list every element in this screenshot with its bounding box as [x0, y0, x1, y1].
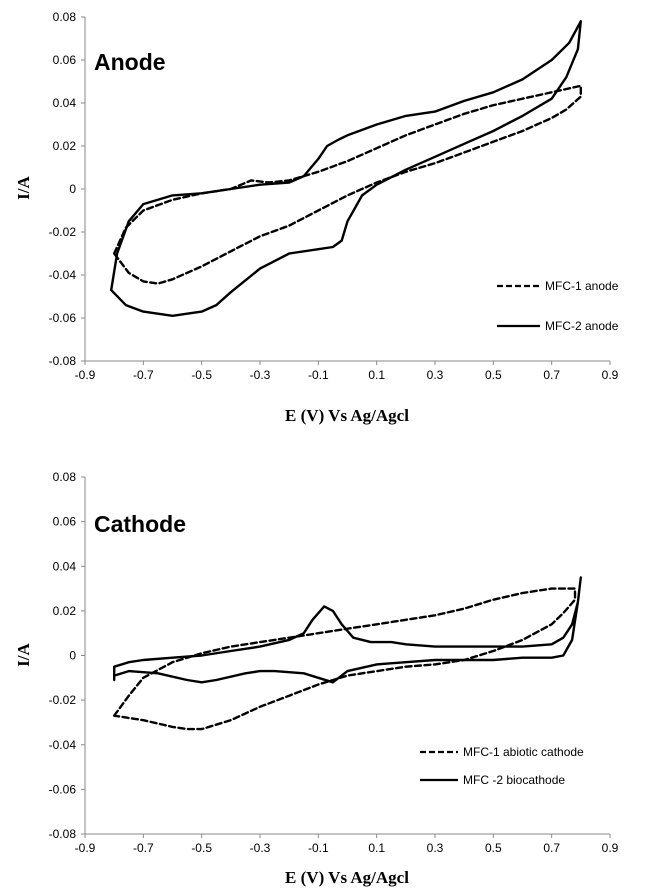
legend-label-mfc2-biocathode: MFC -2 biocathode — [463, 773, 565, 787]
anode-tick-labels: -0.08 -0.06 -0.04 -0.02 0 0.02 0.04 0.06 0.08 -0.… — [49, 10, 619, 382]
anode-series-mfc1-curve — [113, 84, 582, 285]
cathode-y-axis-title: I/A — [14, 642, 33, 666]
cathode-curves — [113, 576, 582, 731]
anode-x-tick-label: -0.3 — [250, 368, 271, 382]
anode-x-axis-title: E (V) Vs Ag/Agcl — [285, 406, 409, 425]
cathode-y-tick-label: -0.06 — [49, 782, 77, 796]
anode-legend: MFC-1 anode MFC-2 anode — [497, 279, 619, 333]
anode-x-tick-label: 0.1 — [368, 368, 385, 382]
cathode-axes — [81, 476, 611, 838]
anode-x-tick-label: -0.1 — [308, 368, 329, 382]
legend-label-mfc2-anode: MFC-2 anode — [545, 319, 619, 333]
anode-y-tick-label: -0.06 — [49, 311, 77, 325]
cathode-x-axis-title: E (V) Vs Ag/Agcl — [285, 868, 409, 887]
cathode-panel-title: Cathode — [94, 511, 186, 537]
cathode-y-tick-label: -0.02 — [49, 693, 77, 707]
cathode-legend: MFC-1 abiotic cathode MFC -2 biocathode — [420, 745, 584, 787]
anode-x-tick-label: 0.7 — [543, 368, 560, 382]
cathode-y-tick-label: -0.04 — [49, 738, 77, 752]
cathode-y-tick-label: 0.08 — [53, 470, 77, 484]
cathode-series-mfc2-curve — [113, 576, 582, 684]
cathode-x-tick-label: 0.7 — [543, 841, 560, 855]
anode-chart: -0.08 -0.06 -0.04 -0.02 0 0.02 0.04 0.06 0.08 -0.… — [14, 10, 619, 425]
anode-axes — [81, 16, 611, 365]
cathode-y-tick-label: 0.06 — [53, 515, 77, 529]
cathode-y-tick-label: 0.04 — [53, 559, 77, 573]
anode-panel-title: Anode — [94, 49, 166, 75]
legend-label-mfc1-anode: MFC-1 anode — [545, 279, 619, 293]
anode-x-tick-label: -0.7 — [133, 368, 154, 382]
cathode-x-tick-label: -0.5 — [191, 841, 212, 855]
cathode-x-tick-label: 0.9 — [602, 841, 619, 855]
anode-y-tick-label: 0 — [69, 182, 76, 196]
cathode-tick-labels: -0.08 -0.06 -0.04 -0.02 0 0.02 0.04 0.06 0.08 -0.… — [49, 470, 619, 855]
cathode-x-tick-label: -0.9 — [75, 841, 96, 855]
anode-y-tick-label: 0.06 — [53, 53, 77, 67]
cathode-y-tick-label: 0.02 — [53, 604, 77, 618]
cathode-x-tick-label: -0.7 — [133, 841, 154, 855]
anode-x-tick-label: 0.3 — [427, 368, 444, 382]
cathode-x-tick-label: 0.5 — [485, 841, 502, 855]
cathode-x-tick-label: -0.1 — [308, 841, 329, 855]
anode-series-mfc2-curve — [110, 20, 582, 317]
anode-y-tick-label: -0.04 — [49, 268, 77, 282]
cathode-chart: -0.08 -0.06 -0.04 -0.02 0 0.02 0.04 0.06 0.08 -0.… — [14, 470, 619, 887]
anode-x-tick-label: -0.9 — [75, 368, 96, 382]
cathode-x-tick-label: -0.3 — [250, 841, 271, 855]
cathode-y-tick-label: 0 — [69, 649, 76, 663]
anode-y-tick-label: 0.04 — [53, 96, 77, 110]
cathode-x-tick-label: 0.3 — [427, 841, 444, 855]
anode-x-tick-label: 0.9 — [602, 368, 619, 382]
anode-y-tick-label: 0.02 — [53, 139, 77, 153]
cathode-series-mfc1-curve — [113, 587, 577, 731]
anode-y-tick-label: -0.08 — [49, 354, 77, 368]
anode-curves — [110, 20, 582, 317]
anode-y-axis-title: I/A — [14, 175, 33, 199]
anode-x-tick-label: 0.5 — [485, 368, 502, 382]
anode-y-tick-label: -0.02 — [49, 225, 77, 239]
legend-label-mfc1-abiotic-cathode: MFC-1 abiotic cathode — [463, 745, 584, 759]
cathode-x-tick-label: 0.1 — [368, 841, 385, 855]
anode-y-tick-label: 0.08 — [53, 10, 77, 24]
cathode-y-tick-label: -0.08 — [49, 827, 77, 841]
anode-x-tick-label: -0.5 — [191, 368, 212, 382]
